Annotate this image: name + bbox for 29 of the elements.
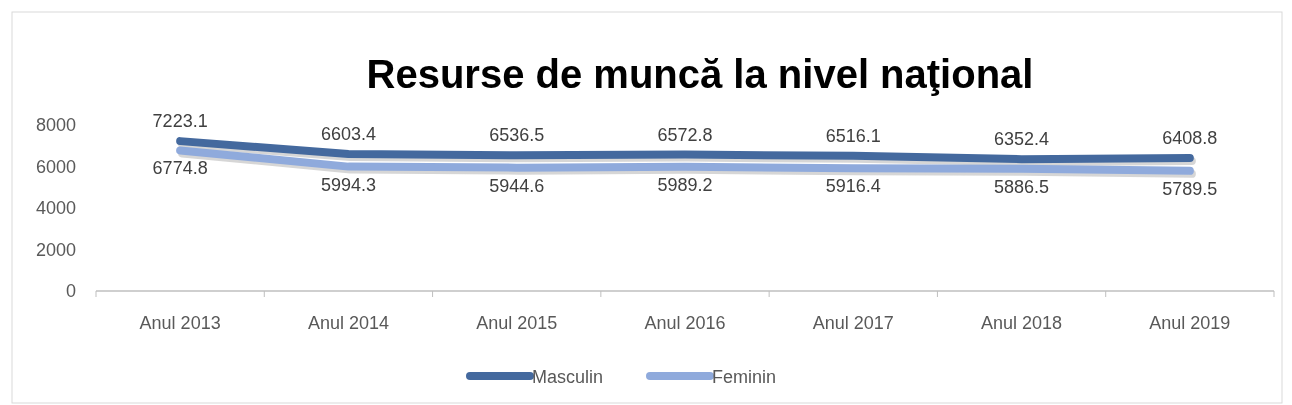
y-tick-label: 4000 (35, 198, 76, 218)
x-tick-label: Anul 2016 (644, 313, 726, 333)
x-tick-label: Anul 2014 (307, 313, 389, 333)
x-tick-label: Anul 2013 (139, 313, 221, 333)
x-tick-label: Anul 2019 (1149, 313, 1231, 333)
data-label: 6408.8 (1162, 128, 1218, 149)
data-label: 5916.4 (825, 176, 881, 197)
x-tick-label: Anul 2017 (812, 313, 894, 333)
data-label: 6536.5 (489, 125, 545, 146)
data-label: 6352.4 (994, 129, 1050, 150)
data-label: 5886.5 (994, 176, 1050, 197)
x-tick-label: Anul 2015 (476, 313, 558, 333)
data-label: 5789.5 (1162, 178, 1218, 199)
data-label: 7223.1 (152, 111, 208, 132)
y-tick-label: 6000 (35, 156, 76, 177)
data-label: 5944.6 (489, 175, 545, 196)
y-tick-label: 0 (65, 281, 76, 301)
data-label: 6516.1 (825, 125, 881, 146)
chart-title: Resurse de muncă la nivel naţional (366, 52, 1034, 96)
legend-label: Masculin (532, 367, 604, 387)
data-label: 6774.8 (152, 158, 208, 179)
data-label: 6603.4 (320, 123, 376, 144)
data-label: 5989.2 (657, 174, 713, 195)
legend-label: Feminin (712, 367, 777, 387)
y-tick-label: 2000 (35, 239, 76, 260)
x-tick-label: Anul 2018 (981, 313, 1063, 333)
data-label: 6572.8 (657, 124, 713, 145)
data-label: 5994.3 (320, 174, 376, 195)
y-tick-label: 8000 (35, 115, 76, 135)
